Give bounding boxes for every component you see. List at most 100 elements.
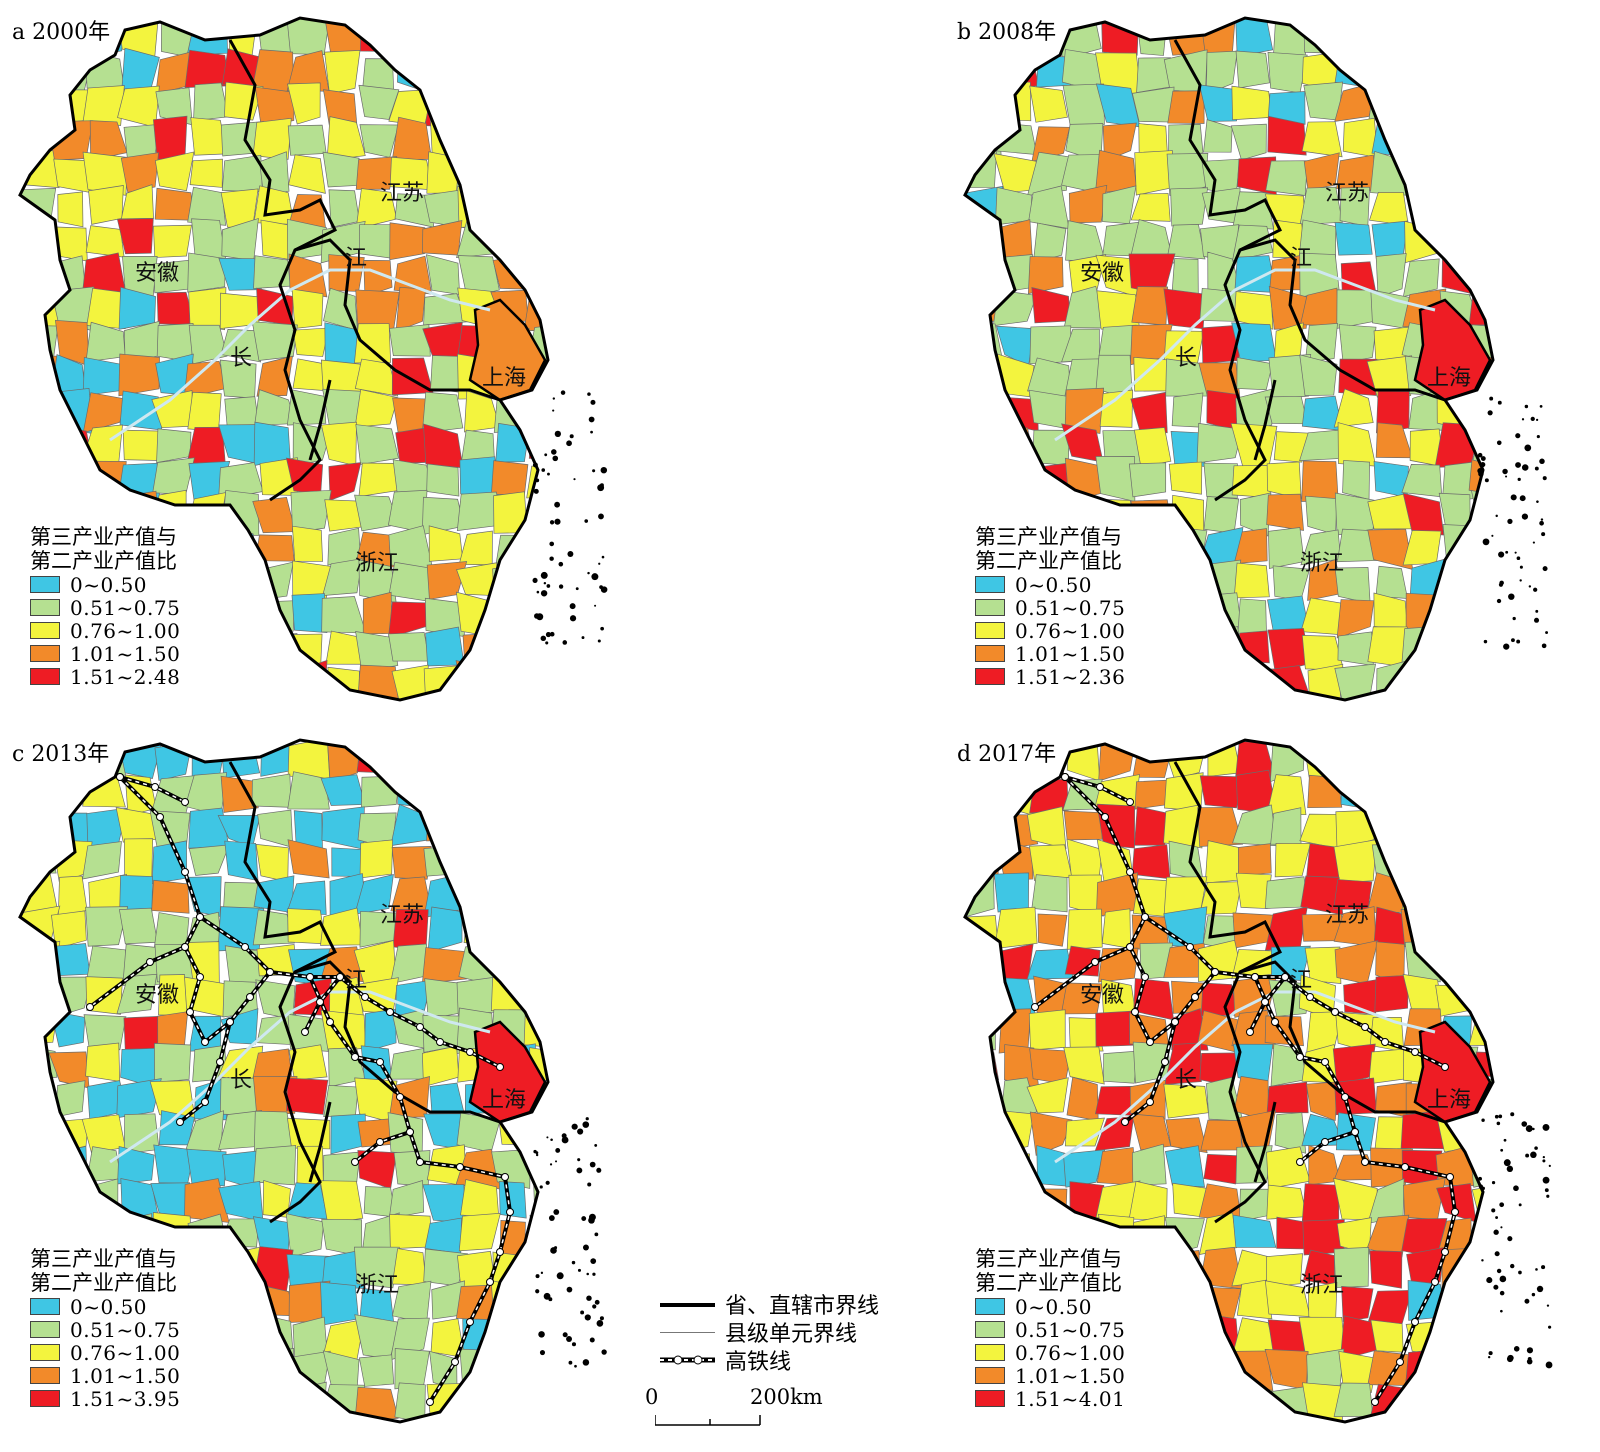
hsr-station [146, 958, 154, 966]
label-yangtze-jiang: 江 [1290, 246, 1313, 271]
county-unit [1299, 354, 1338, 396]
county-unit [1472, 84, 1493, 129]
island [538, 1331, 545, 1338]
panel-title: c 2013年 [12, 742, 110, 767]
county-unit [532, 660, 548, 700]
island [1524, 444, 1532, 452]
hsr-station [1361, 1158, 1369, 1166]
island [1535, 1268, 1538, 1271]
county-unit [286, 18, 331, 55]
legend-item: 0~0.50 [30, 573, 330, 597]
hsr-station [1126, 798, 1134, 806]
county-unit [51, 910, 87, 950]
island [1539, 405, 1543, 408]
county-unit [1237, 843, 1272, 877]
hsr-station [351, 1053, 359, 1061]
island [553, 1209, 560, 1215]
island [594, 1143, 598, 1147]
island [535, 1153, 539, 1157]
county-unit [965, 942, 1001, 981]
island [562, 1332, 568, 1338]
county-unit [1471, 883, 1493, 915]
county-unit [1473, 947, 1493, 987]
island [598, 513, 604, 520]
hsr-station [1361, 1023, 1369, 1031]
county-unit [251, 773, 292, 808]
label-zhejiang: 浙江 [355, 551, 400, 576]
island [587, 571, 590, 575]
hsr-station [1251, 973, 1259, 981]
county-unit [525, 221, 548, 262]
county-unit [456, 842, 502, 884]
county-unit [20, 50, 58, 90]
county-unit [251, 49, 295, 93]
island [1530, 1151, 1537, 1159]
county-unit [1408, 193, 1446, 222]
county-unit [1199, 775, 1243, 809]
county-unit [256, 355, 293, 397]
county-unit [1441, 906, 1474, 943]
hsr-station [1141, 973, 1149, 981]
island [1498, 582, 1504, 587]
hsr-station [196, 973, 204, 981]
island [556, 1272, 564, 1280]
county-unit [389, 324, 431, 357]
island [555, 1160, 558, 1163]
island [1505, 475, 1508, 478]
hsr-station [336, 973, 344, 981]
county-unit [319, 1180, 364, 1225]
legend-range-label: 0.51~0.75 [1015, 595, 1126, 620]
island [591, 573, 599, 581]
county-unit [49, 424, 93, 466]
legend-range-label: 1.01~1.50 [70, 1363, 181, 1388]
legend-range-label: 1.51~2.36 [1015, 664, 1126, 689]
county-unit [493, 19, 537, 55]
hsr-station [156, 813, 164, 821]
county-unit [85, 1042, 121, 1082]
county-unit [54, 1188, 87, 1221]
island [1548, 1164, 1551, 1168]
hsr-station [496, 1063, 504, 1071]
legend-title-line-1: 第三产业产值与 [30, 1247, 177, 1271]
legend-swatch [30, 645, 60, 662]
county-unit [1167, 224, 1206, 260]
hsr-station [1191, 993, 1199, 1001]
county-unit [1031, 287, 1071, 324]
island [1506, 1355, 1514, 1363]
province-boundary [308, 1101, 332, 1183]
label-zhejiang: 浙江 [355, 1273, 400, 1298]
county-unit [287, 1117, 331, 1150]
county-unit [1168, 461, 1203, 495]
county-unit [1170, 187, 1209, 227]
island [1541, 643, 1547, 649]
county-unit [1475, 805, 1493, 849]
hsr-station [1096, 783, 1104, 791]
legend-swatch [975, 1321, 1005, 1338]
legend-swatch [30, 599, 60, 616]
island [1495, 514, 1498, 518]
county-unit [456, 88, 496, 126]
county-unit [1063, 1149, 1106, 1188]
province-boundary [1173, 761, 1283, 1224]
county-unit [1101, 908, 1131, 949]
county-unit [1445, 1283, 1482, 1320]
county-unit [1171, 392, 1204, 428]
island [1515, 433, 1521, 439]
legend-item: 0.76~1.00 [975, 619, 1275, 643]
hsr-station [1101, 813, 1109, 821]
county-unit [285, 1213, 325, 1258]
county-unit [1064, 1117, 1105, 1147]
island [532, 577, 538, 583]
hsr-line-dash [1064, 776, 1131, 803]
island [1510, 1112, 1515, 1117]
county-unit [1470, 120, 1493, 161]
province-boundary [1253, 1101, 1277, 1183]
hsr-station [1351, 1128, 1359, 1136]
county-unit [124, 838, 154, 882]
county-unit [526, 253, 548, 295]
island [552, 455, 559, 462]
county-unit [395, 286, 426, 332]
county-unit [1374, 974, 1409, 1013]
county-unit [1027, 151, 1070, 196]
county-unit [965, 255, 997, 295]
